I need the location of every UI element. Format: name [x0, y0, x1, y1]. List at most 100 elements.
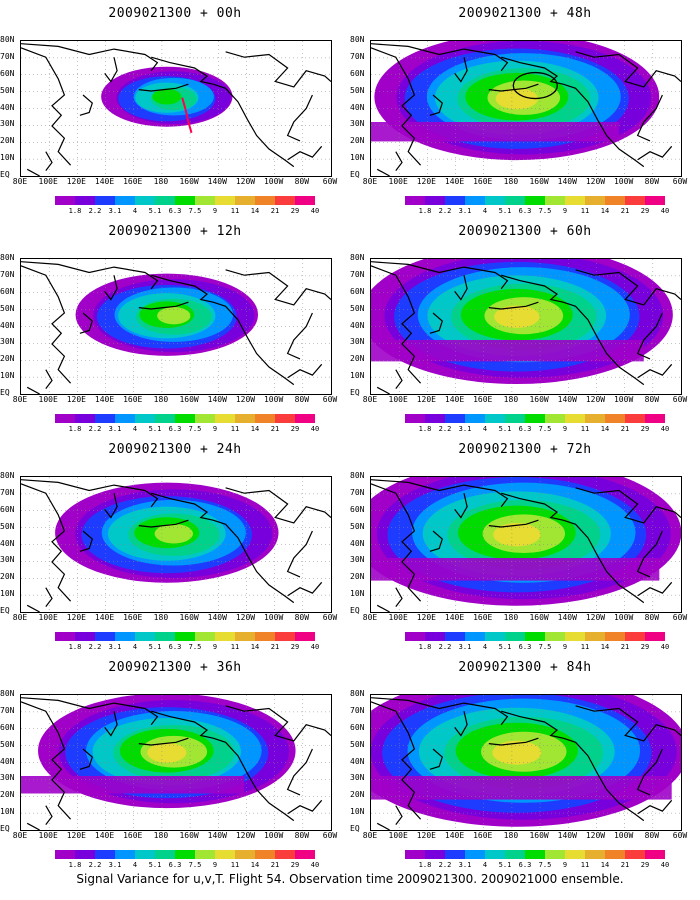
colorbar-label: 9: [562, 207, 568, 215]
map-svg: [21, 259, 331, 394]
colorbar-swatch: [275, 632, 295, 641]
colorbar-swatch: [605, 196, 625, 205]
lon-tick-label: 60W: [322, 831, 338, 840]
lon-tick-label: 120E: [416, 613, 436, 622]
lon-tick-label: 180: [153, 613, 169, 622]
lat-tick-label: 10N: [0, 153, 15, 163]
lon-tick-label: 140E: [444, 177, 465, 186]
lat-tick-label: 20N: [350, 354, 365, 364]
coastline: [287, 363, 323, 379]
lon-tick-label: 160E: [473, 613, 493, 622]
colorbar-swatch: [525, 632, 545, 641]
lon-tick-label: 100E: [38, 831, 58, 840]
colorbar-swatch: [215, 850, 235, 859]
lon-tick-label: 160E: [123, 177, 143, 186]
colorbar-swatch: [135, 196, 155, 205]
colorbar-swatch: [135, 414, 155, 423]
lon-tick-label: 120E: [66, 395, 86, 404]
colorbar-swatch: [255, 850, 275, 859]
coastline: [429, 530, 443, 552]
lat-tick-label: 30N: [350, 119, 365, 129]
lon-tick-label: 140W: [557, 395, 577, 404]
coastline: [429, 94, 443, 116]
panel-title: 2009021300 + 84h: [458, 660, 592, 675]
coastline: [286, 530, 313, 578]
lat-tick-label: 40N: [350, 320, 365, 330]
lon-tick-label: 120W: [235, 831, 256, 840]
lon-tick-label: 160E: [123, 613, 143, 622]
colorbar-label: 6.3: [168, 425, 182, 433]
lon-tick-label: 120W: [585, 831, 606, 840]
colorbar-label: 5.1: [148, 861, 162, 869]
coastline: [287, 799, 323, 815]
colorbar-swatch: [175, 196, 195, 205]
coastline: [371, 479, 509, 508]
map-svg: [371, 259, 681, 394]
colorbar-label: 11: [580, 861, 590, 869]
coastline: [138, 301, 189, 310]
lat-tick-label: 50N: [350, 739, 365, 749]
lon-tick-label: 80E: [362, 613, 378, 622]
colorbar-swatch: [625, 414, 645, 423]
colorbar-swatch: [155, 632, 175, 641]
colorbar-swatch: [75, 414, 95, 423]
lon-tick-label: 80E: [12, 395, 28, 404]
coastline: [501, 274, 645, 386]
lon-tick-label: 60W: [672, 395, 688, 404]
variance-contour: [371, 122, 619, 142]
colorbar-swatch: [175, 850, 195, 859]
lon-tick-label: 100W: [263, 613, 284, 622]
coastline: [225, 705, 331, 742]
colorbar-swatch: [445, 196, 465, 205]
coastline: [21, 47, 72, 166]
colorbar-label: 6.3: [518, 425, 532, 433]
lon-tick-label: 120W: [585, 395, 606, 404]
target-circle: [512, 71, 558, 100]
lon-tick-label: 120W: [235, 395, 256, 404]
colorbar-label: 9: [562, 425, 568, 433]
colorbar-swatch: [525, 196, 545, 205]
colorbar-swatch: [505, 850, 525, 859]
panel-grid: 2009021300 + 00h 80N 70N 60N 50N 40N 30N 20N 10N…: [0, 6, 688, 869]
colorbar-swatch: [625, 632, 645, 641]
colorbar-label: 14: [600, 207, 610, 215]
colorbar-label: 9: [562, 861, 568, 869]
lon-tick-label: 180: [503, 395, 519, 404]
colorbar-swatch: [605, 632, 625, 641]
colorbar-swatch: [235, 414, 255, 423]
lon-tick-label: 140E: [94, 613, 115, 622]
coastline: [501, 710, 645, 822]
coastline: [225, 51, 331, 88]
lon-tick-label: 140E: [94, 831, 115, 840]
colorbar-label: 5.1: [498, 643, 512, 651]
colorbar-swatch: [405, 414, 425, 423]
colorbar-label: 1.8: [68, 425, 82, 433]
lon-tick-label: 100W: [263, 177, 284, 186]
lon-tick-label: 100E: [38, 177, 58, 186]
colorbar-swatch: [255, 196, 275, 205]
coastline: [376, 822, 390, 830]
colorbar-label: 21: [620, 643, 630, 651]
colorbar-label: 21: [270, 425, 280, 433]
colorbar-label: 6.3: [168, 643, 182, 651]
colorbar-label: 2.2: [88, 425, 102, 433]
lat-tick-label: 50N: [0, 85, 15, 95]
colorbar-label: 14: [600, 643, 610, 651]
colorbar-swatch: [135, 632, 155, 641]
colorbar-swatch: [75, 850, 95, 859]
lat-tick-label: 30N: [350, 555, 365, 565]
lon-tick-label: 140E: [444, 831, 465, 840]
lon-tick-label: 180: [153, 831, 169, 840]
colorbar-label: 21: [270, 207, 280, 215]
coastline: [371, 43, 509, 72]
colorbar-label: 40: [660, 207, 670, 215]
lon-tick-label: 140W: [207, 613, 227, 622]
coastline: [21, 261, 159, 290]
coastline: [488, 301, 539, 310]
colorbar-swatch: [605, 414, 625, 423]
colorbar-label: 3.1: [458, 207, 472, 215]
colorbar-label: 14: [250, 207, 260, 215]
lat-tick-label: 80N: [350, 471, 365, 480]
colorbar-label: 29: [640, 425, 650, 433]
coastline: [371, 261, 509, 290]
